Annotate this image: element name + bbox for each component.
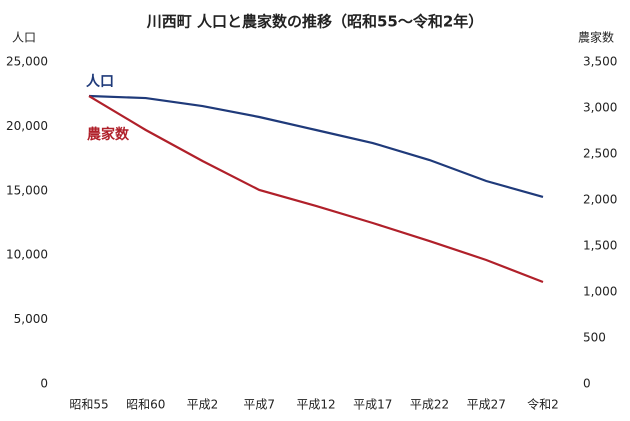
y-tick-label: 0 — [40, 377, 48, 391]
y2-tick-label: 500 — [583, 331, 606, 345]
y-tick-label: 15,000 — [6, 183, 48, 197]
y2-tick-label: 1,500 — [583, 239, 617, 253]
x-tick-label: 平成12 — [296, 398, 335, 412]
chart-title: 川西町 人口と農家数の推移（昭和55〜令和2年） — [146, 13, 484, 31]
x-tick-label: 昭和55 — [69, 398, 108, 412]
y-tick-label: 25,000 — [6, 55, 48, 69]
x-tick-label: 平成7 — [243, 398, 275, 412]
y-tick-label: 10,000 — [6, 248, 48, 262]
x-tick-label: 令和2 — [527, 397, 559, 412]
series-line — [88, 94, 544, 199]
x-tick-label: 平成22 — [410, 398, 449, 412]
y2-tick-label: 1,000 — [583, 285, 617, 299]
y-tick-label: 20,000 — [6, 119, 48, 133]
x-tick-label: 昭和60 — [126, 398, 165, 412]
y2-tick-label: 0 — [583, 377, 591, 391]
y2-tick-label: 2,000 — [583, 193, 617, 207]
series-line — [88, 95, 544, 283]
y2-tick-label: 3,000 — [583, 101, 617, 115]
y-axis-title: 人口 — [12, 31, 36, 45]
y-tick-label: 5,000 — [14, 312, 48, 326]
y2-tick-label: 2,500 — [583, 147, 617, 161]
x-tick-label: 平成2 — [187, 398, 219, 412]
y2-axis-title: 農家数 — [578, 30, 614, 45]
legend-label: 人口 — [86, 73, 114, 90]
y2-tick-label: 3,500 — [583, 55, 617, 69]
legend-label: 農家数 — [87, 126, 130, 143]
x-tick-label: 平成17 — [353, 398, 392, 412]
x-tick-label: 平成27 — [467, 398, 506, 412]
